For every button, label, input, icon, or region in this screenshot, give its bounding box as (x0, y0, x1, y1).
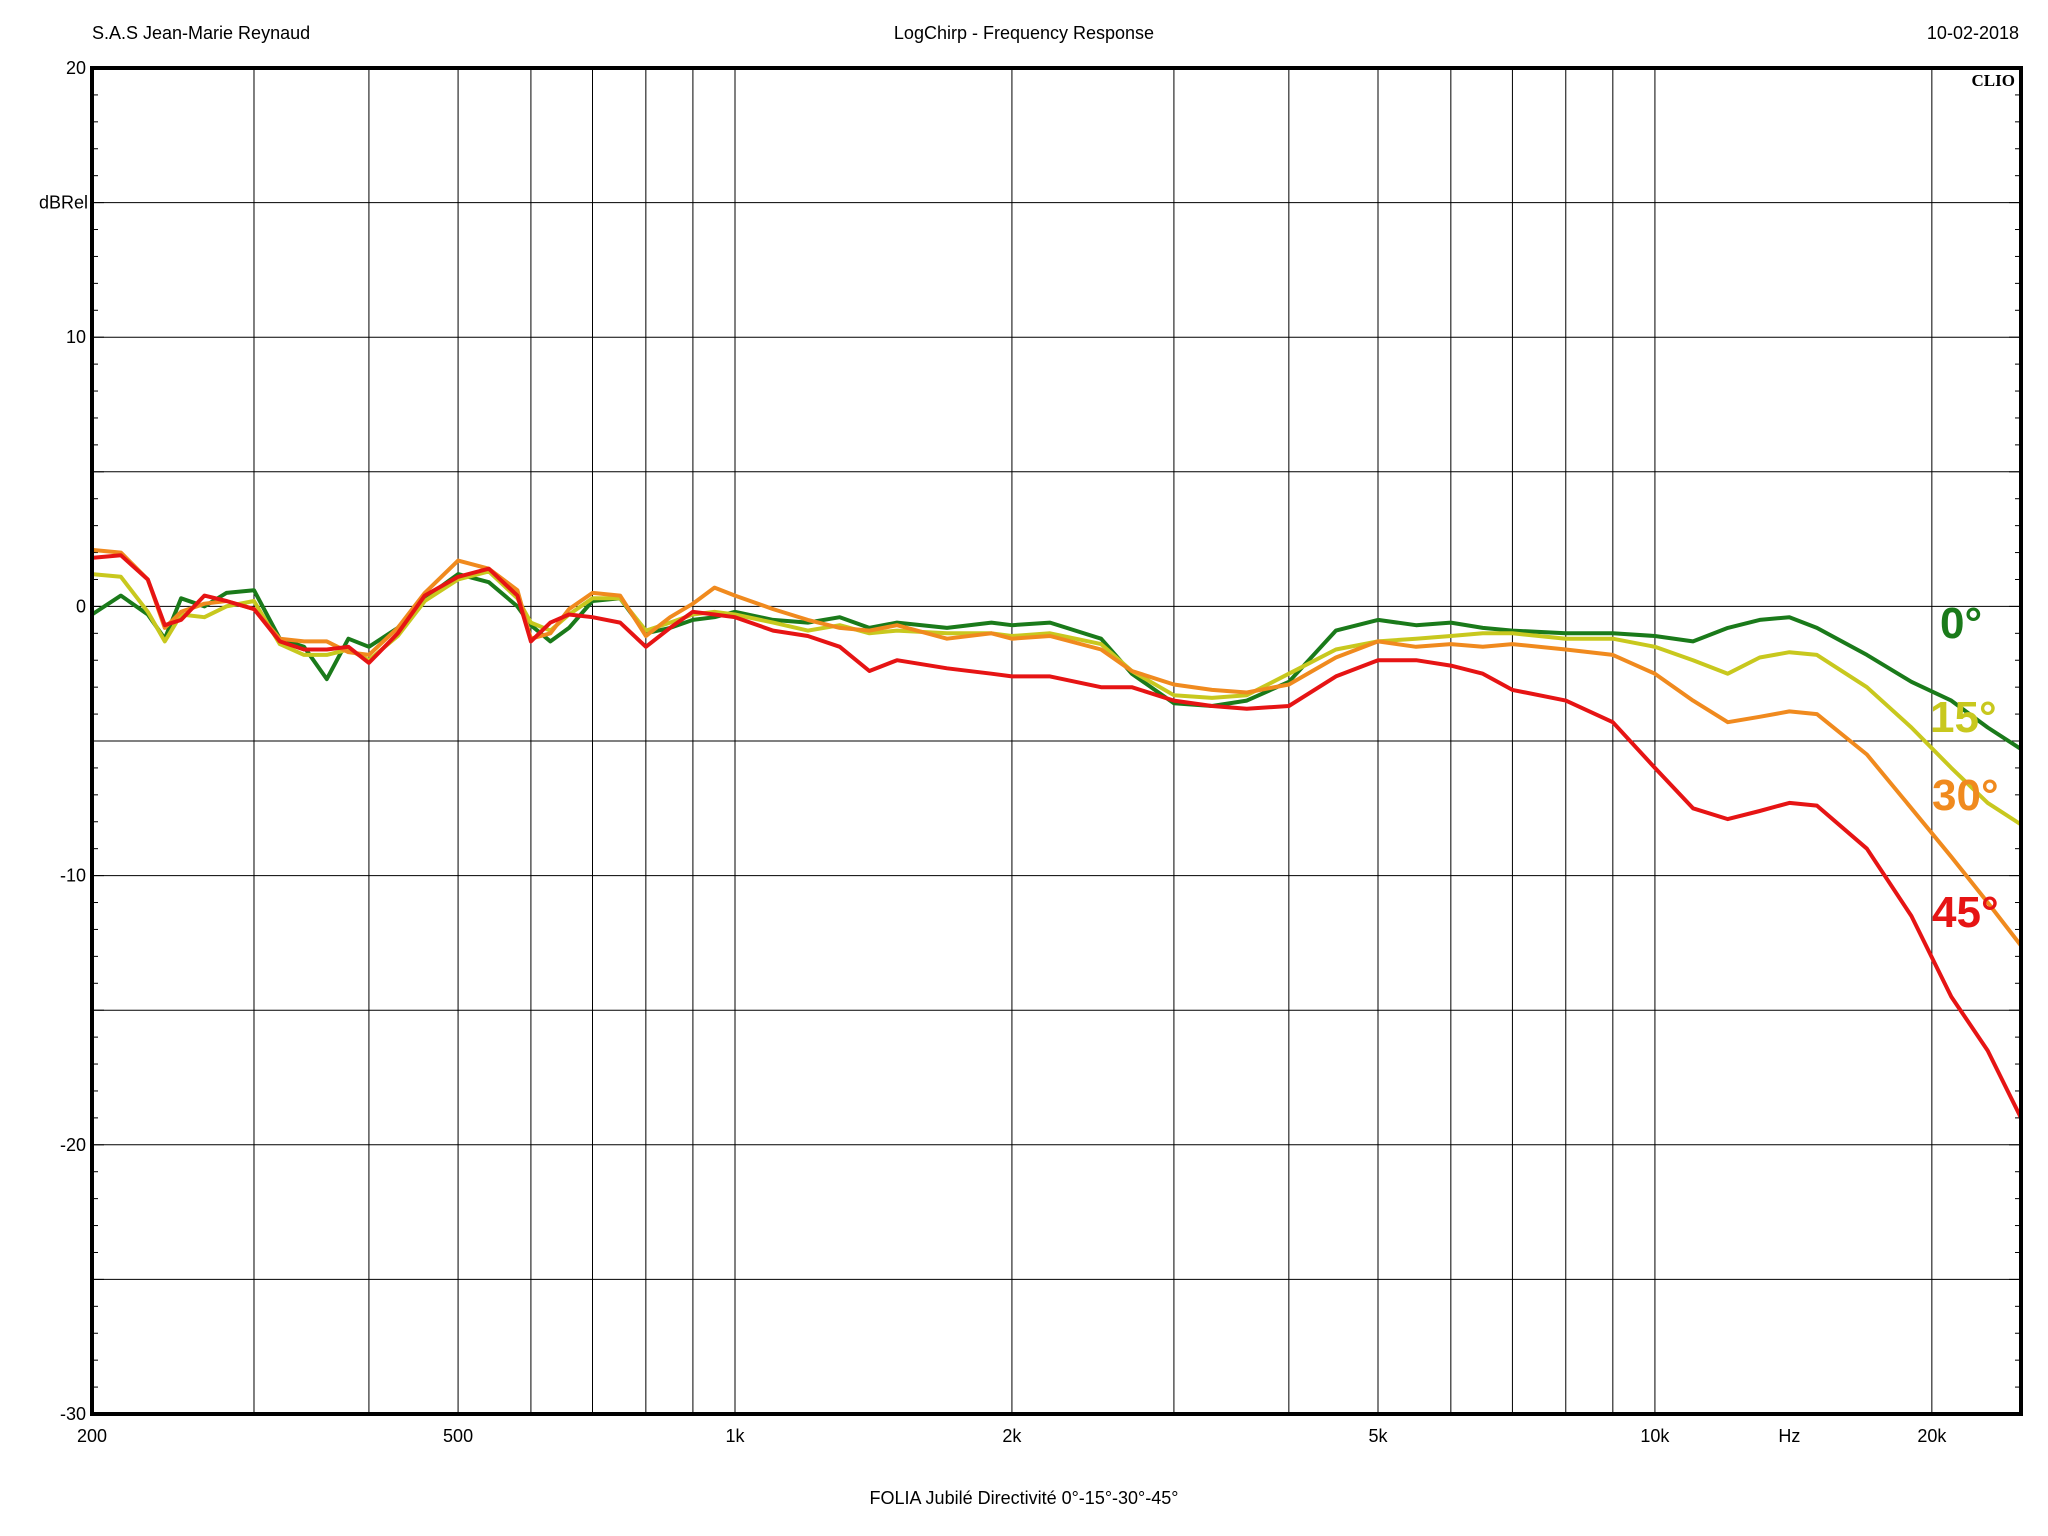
chart-title: LogChirp - Frequency Response (893, 23, 1155, 43)
x-tick-label: 20k (1917, 1426, 1947, 1446)
x-unit-label: Hz (1778, 1426, 1800, 1446)
curves (90, 547, 2023, 1119)
clio-logo: CLIO (1972, 71, 2015, 90)
y-axis-label: dBRel (39, 193, 88, 213)
y-tick-label: -20 (60, 1135, 86, 1155)
x-tick-label: 1k (725, 1426, 745, 1446)
annotation-1: 15° (1930, 693, 1997, 742)
x-tick-label: 10k (1640, 1426, 1670, 1446)
header-date: 10-02-2018 (1926, 23, 2019, 43)
y-tick-label: 10 (66, 327, 86, 347)
y-tick-label: 20 (66, 58, 86, 78)
y-tick-label: -30 (60, 1404, 86, 1424)
y-tick-label: 0 (76, 596, 86, 616)
x-tick-label: 500 (443, 1426, 473, 1446)
annotation-3: 45° (1932, 888, 1999, 937)
chart-caption: FOLIA Jubilé Directivité 0°-15°-30°-45° (869, 1488, 1179, 1508)
curve-2 (91, 547, 2023, 947)
x-tick-label: 5k (1368, 1426, 1388, 1446)
curve-0 (90, 572, 2023, 751)
plot-frame (90, 66, 2023, 1416)
header-company: S.A.S Jean-Marie Reynaud (92, 23, 311, 43)
curve-1 (91, 569, 2023, 827)
grid (92, 68, 2021, 1414)
annotation-0: 0° (1940, 599, 1982, 648)
x-tick-label: 200 (77, 1426, 107, 1446)
annotation-2: 30° (1932, 771, 1999, 820)
y-tick-label: -10 (60, 866, 86, 886)
curve-3 (91, 553, 2023, 1119)
curve-annotations: 0° 15° 30° 45° (1930, 599, 1999, 937)
x-tick-label: 2k (1002, 1426, 1022, 1446)
